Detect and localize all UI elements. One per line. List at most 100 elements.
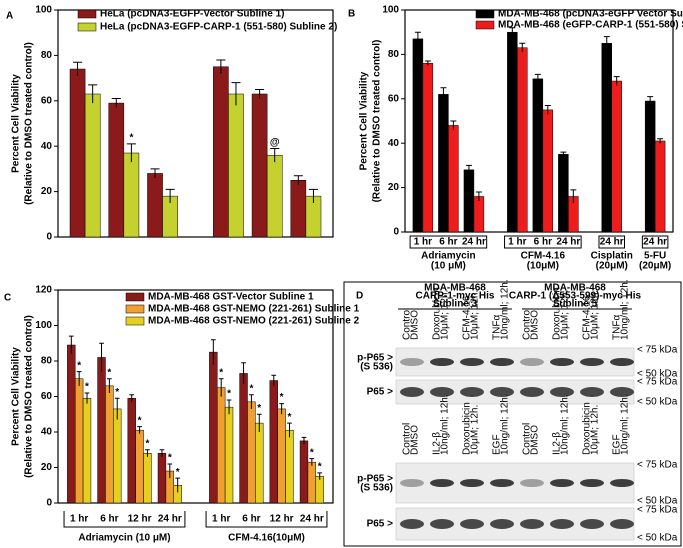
y-tick-label: 100	[382, 5, 399, 16]
blot-band	[460, 479, 484, 487]
y-tick-label: 0	[46, 232, 52, 243]
size-marker: < 50 kDa	[637, 397, 678, 408]
bar	[290, 180, 307, 238]
legend-swatch	[125, 304, 145, 314]
lane-label: 10ng/ml; 12h.	[440, 394, 451, 455]
x-tick-label: 24 hr	[158, 514, 182, 525]
legend-swatch	[475, 9, 495, 19]
significance-marker: *	[219, 367, 223, 378]
legend-label: MDA-MB-468 (pcDNA3-eGFP Vector Subline 1…	[498, 9, 683, 20]
error-bar	[241, 362, 246, 385]
lane-label: Doxorubicin	[582, 402, 593, 455]
lane-label: 10μM; 12h.	[470, 405, 481, 455]
significance-marker: *	[145, 438, 149, 449]
size-marker: < 50 kDa	[637, 369, 678, 380]
bar	[97, 357, 106, 504]
blot-group-title: MDA-MB-468	[424, 283, 486, 294]
lane-label: 10ng/ml; 12h.	[620, 394, 631, 455]
blot-band	[430, 479, 454, 487]
blot-band	[460, 519, 484, 529]
error-bar	[88, 84, 98, 104]
x-tick-label: 6 hr	[100, 514, 118, 525]
lane-label: 10μM; 12h.	[560, 290, 571, 340]
error-bar	[657, 138, 664, 144]
error-bar	[68, 335, 74, 354]
blot-group-title: CARP-1 (Δ553-599)-myc His	[509, 291, 642, 302]
significance-marker: *	[249, 383, 253, 394]
error-bar	[175, 477, 181, 493]
size-marker: < 75 kDa	[637, 345, 678, 356]
bar	[463, 169, 475, 233]
lane-label: 10μM; 12h.	[590, 290, 601, 340]
bar	[217, 387, 226, 504]
blot-band	[550, 358, 574, 366]
bar	[473, 196, 485, 233]
y-axis-label: (Relative to DMSO treated control)	[372, 40, 383, 203]
blot-band	[550, 479, 574, 487]
y-tick-label: 40	[41, 141, 53, 152]
bar	[108, 102, 125, 238]
significance-marker: *	[318, 461, 322, 472]
error-bar	[534, 73, 541, 84]
row-label: p-P65 >	[357, 353, 393, 364]
legend-label: HeLa (pcDNA3-EGFP-CARP-1 (551-580) Subli…	[100, 22, 337, 33]
lane-label: 10μM; 12h.	[440, 290, 451, 340]
error-bar	[603, 36, 610, 50]
row-label: p-P65 >	[357, 474, 393, 485]
error-bar	[465, 164, 472, 175]
error-bar	[159, 449, 165, 457]
error-bar	[218, 378, 224, 397]
size-marker: < 50 kDa	[637, 496, 678, 507]
lane-label: DMSO	[530, 425, 541, 455]
group-label: Adriamycin (10 μM)	[78, 533, 170, 544]
error-bar	[231, 82, 241, 106]
bar	[143, 453, 152, 504]
significance-marker: *	[77, 360, 81, 371]
y-axis-label: (Relative to DMSO treated control)	[24, 315, 35, 478]
x-tick-label: 24 hr	[643, 237, 667, 248]
significance-marker: *	[288, 412, 292, 423]
blot-group-title: Subline 5	[553, 299, 598, 310]
bar	[315, 476, 324, 504]
blot-band	[400, 519, 424, 529]
group-label: (20μM)	[639, 261, 671, 272]
panel-label: C	[4, 293, 11, 304]
blot-band	[520, 479, 544, 487]
bar	[82, 398, 92, 504]
panel-label: D	[356, 291, 363, 302]
row-label: (S 536)	[360, 483, 393, 494]
x-tick-label: 1 hr	[212, 514, 230, 525]
bar	[422, 63, 434, 233]
error-bar	[440, 87, 447, 102]
bar	[299, 440, 309, 504]
error-bar	[76, 371, 82, 386]
significance-marker: *	[115, 387, 119, 398]
row-label: P65 >	[367, 519, 394, 530]
panel-label: A	[6, 11, 13, 22]
error-bar	[216, 59, 226, 74]
bar	[123, 152, 140, 238]
x-tick-label: 6 hr	[439, 237, 457, 248]
lane-label: 10μM; 12h.	[470, 290, 481, 340]
legend-label: MDA-MB-468 GST-NEMO (221-261) Subline 1	[148, 304, 360, 315]
error-bar	[308, 188, 318, 203]
bar	[74, 378, 84, 504]
size-marker: < 50 kDa	[637, 533, 678, 544]
error-bar	[165, 188, 175, 203]
y-tick-label: 0	[46, 498, 52, 509]
bar	[266, 155, 283, 238]
bar	[644, 100, 656, 233]
bar	[69, 68, 86, 238]
legend-label: MDA-MB-468 GST-NEMO (221-261) Subline 2	[148, 316, 360, 327]
x-tick-label: 1 hr	[414, 237, 432, 248]
bar	[84, 93, 101, 238]
bar	[224, 406, 234, 504]
significance-marker: *	[227, 389, 231, 400]
error-bar	[84, 392, 90, 404]
error-bar	[99, 342, 104, 372]
significance-marker: *	[280, 392, 284, 403]
significance-marker: @	[270, 137, 280, 148]
blot-band	[550, 387, 574, 397]
group-label: Adriamycin	[421, 251, 475, 262]
